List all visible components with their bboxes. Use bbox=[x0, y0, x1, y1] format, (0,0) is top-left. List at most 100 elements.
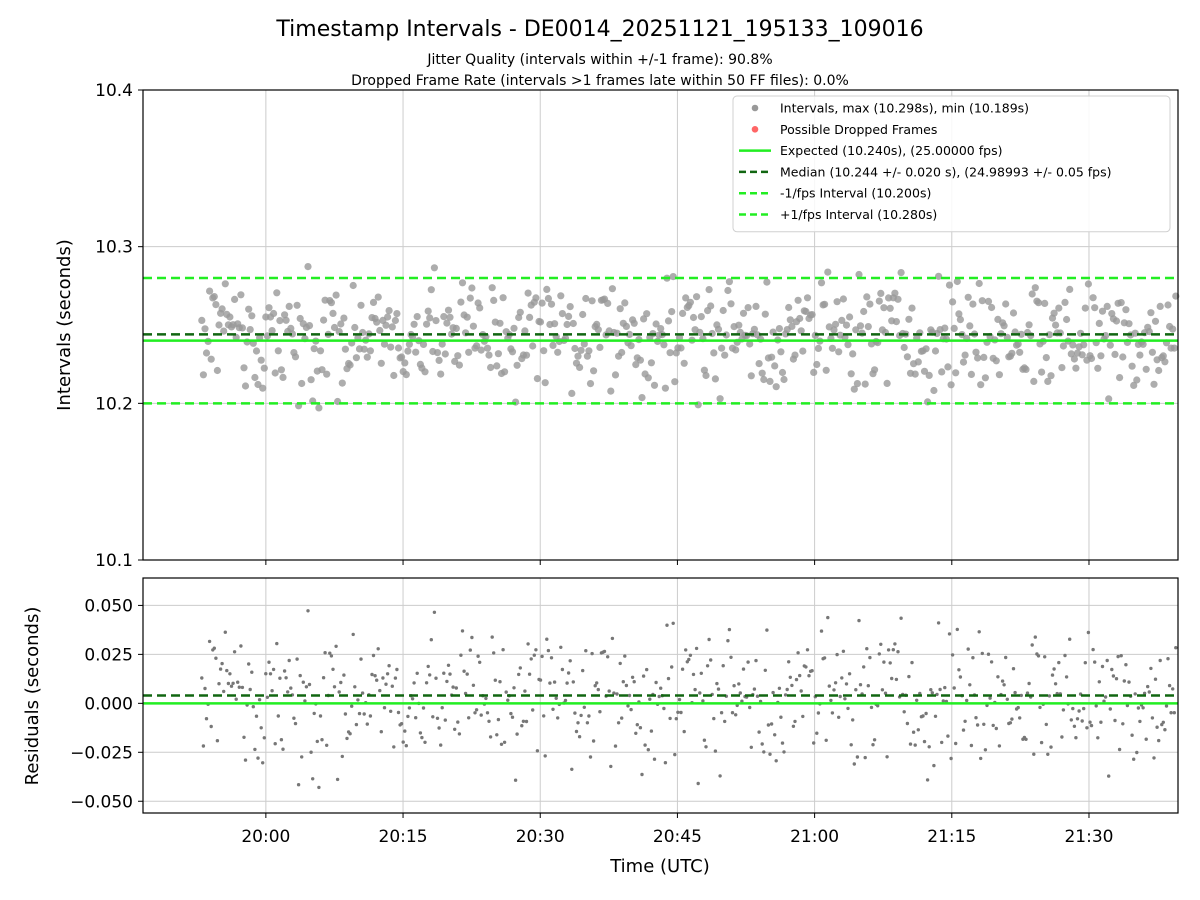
residual-point bbox=[812, 741, 816, 745]
residual-point bbox=[975, 723, 980, 727]
interval-point bbox=[853, 380, 862, 388]
interval-point bbox=[1128, 362, 1136, 370]
residual-point bbox=[796, 651, 800, 655]
interval-point bbox=[830, 326, 838, 334]
residuals-plot-frame bbox=[142, 577, 1179, 814]
interval-point bbox=[483, 344, 492, 352]
interval-point bbox=[427, 286, 435, 294]
residual-point bbox=[476, 654, 480, 658]
residual-point bbox=[846, 706, 850, 711]
interval-point bbox=[1091, 304, 1099, 312]
interval-point bbox=[465, 348, 473, 356]
residual-point bbox=[284, 676, 288, 680]
interval-point bbox=[533, 375, 542, 383]
legend-label: -1/fps Interval (10.200s) bbox=[780, 186, 931, 201]
residual-point bbox=[1011, 667, 1016, 671]
residual-point bbox=[401, 740, 405, 744]
residual-point bbox=[501, 648, 505, 652]
residual-point bbox=[670, 665, 674, 669]
interval-point bbox=[265, 304, 273, 312]
residual-point bbox=[716, 687, 721, 691]
residual-point bbox=[804, 665, 808, 669]
residual-point bbox=[293, 721, 298, 726]
interval-point bbox=[583, 352, 592, 360]
interval-point bbox=[668, 308, 676, 316]
residual-point bbox=[782, 750, 786, 754]
residual-point bbox=[1135, 750, 1139, 755]
residual-point bbox=[1093, 660, 1097, 664]
interval-point bbox=[711, 375, 720, 383]
residual-point bbox=[1004, 655, 1008, 660]
intervals-plot-frame bbox=[142, 89, 1179, 561]
residual-point bbox=[350, 704, 354, 708]
residual-point bbox=[540, 654, 544, 659]
interval-point bbox=[1170, 344, 1178, 352]
residual-point bbox=[954, 741, 958, 746]
residual-point bbox=[969, 743, 974, 748]
residual-point bbox=[1071, 706, 1075, 711]
residual-point bbox=[1122, 679, 1127, 683]
interval-point bbox=[660, 341, 668, 349]
interval-point bbox=[198, 316, 206, 324]
residual-point bbox=[389, 709, 393, 713]
interval-point bbox=[763, 278, 771, 286]
residual-point bbox=[952, 686, 956, 690]
residual-point bbox=[412, 681, 416, 685]
interval-point bbox=[1058, 364, 1066, 372]
residuals-y-axis-label: Residuals (seconds) bbox=[22, 607, 43, 786]
interval-point bbox=[1031, 284, 1039, 292]
residual-point bbox=[609, 764, 613, 769]
interval-point bbox=[327, 299, 335, 307]
residual-point bbox=[980, 651, 984, 656]
residual-point bbox=[393, 676, 398, 680]
residual-point bbox=[243, 758, 248, 762]
residual-point bbox=[453, 727, 457, 731]
residual-point bbox=[1072, 724, 1077, 728]
interval-point bbox=[424, 307, 432, 315]
residual-point bbox=[777, 686, 782, 690]
residual-point bbox=[1132, 757, 1136, 761]
residual-point bbox=[908, 742, 913, 746]
residual-point bbox=[318, 714, 323, 718]
interval-point bbox=[285, 302, 293, 310]
residual-point bbox=[1019, 693, 1023, 698]
residual-point bbox=[648, 697, 652, 701]
residual-point bbox=[1069, 718, 1074, 722]
interval-point bbox=[972, 348, 980, 356]
residual-point bbox=[273, 742, 277, 746]
residual-point bbox=[470, 635, 474, 640]
residual-point bbox=[1043, 655, 1047, 659]
residual-point bbox=[309, 750, 313, 754]
interval-point bbox=[304, 263, 312, 271]
residual-point bbox=[871, 743, 875, 747]
interval-point bbox=[1142, 365, 1150, 373]
interval-point bbox=[307, 376, 315, 384]
interval-point bbox=[251, 373, 259, 382]
residual-point bbox=[527, 672, 532, 676]
interval-point bbox=[1103, 302, 1111, 310]
residual-point bbox=[342, 673, 346, 677]
interval-point bbox=[900, 343, 908, 352]
interval-point bbox=[330, 323, 339, 332]
residual-point bbox=[1018, 716, 1022, 720]
interval-point bbox=[856, 322, 865, 330]
residual-point bbox=[520, 724, 524, 728]
residual-point bbox=[1127, 680, 1131, 684]
residual-point bbox=[1105, 658, 1109, 663]
interval-point bbox=[925, 371, 933, 379]
residual-point bbox=[907, 674, 911, 679]
residual-point bbox=[882, 660, 886, 664]
residual-point bbox=[1024, 737, 1028, 741]
residual-point bbox=[933, 714, 938, 718]
x-tick-label: 21:30 bbox=[1064, 827, 1113, 847]
residual-point bbox=[552, 680, 557, 684]
residual-point bbox=[1114, 677, 1119, 681]
residual-point bbox=[799, 689, 803, 693]
residual-point bbox=[621, 680, 625, 684]
residual-point bbox=[822, 656, 827, 660]
residual-point bbox=[768, 752, 772, 756]
interval-point bbox=[944, 363, 952, 371]
residual-point bbox=[955, 627, 959, 632]
residual-point bbox=[634, 731, 638, 735]
interval-point bbox=[473, 342, 481, 350]
